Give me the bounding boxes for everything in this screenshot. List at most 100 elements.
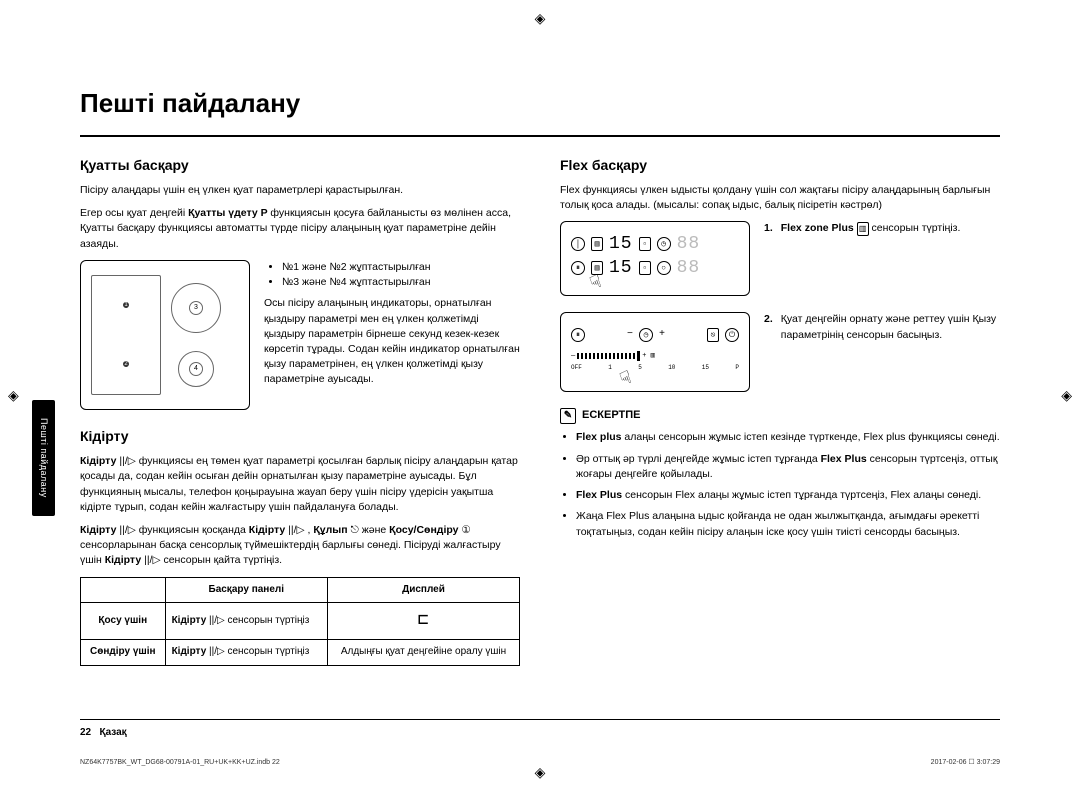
zone-icon: ▫	[639, 261, 651, 275]
row-off-panel: Кідірту ||/▷ сенсорын түртіңіз	[165, 640, 327, 666]
step-num: 2.	[764, 312, 773, 342]
pause-icon: ||/▷	[209, 646, 225, 657]
slider-labels: OFF 1 5 10 15 P	[571, 364, 739, 373]
row-on-panel: Кідірту ||/▷ сенсорын түртіңіз	[165, 603, 327, 640]
row-on-display: ⊏	[327, 603, 519, 640]
t: Кідірту	[172, 615, 209, 626]
flex-step-2-row: ⏸ − ◷ + ⎋ ⏻ — + ▥ OFF 1 5	[560, 312, 1000, 392]
flex-step-1-row: │ ▥ 15 ▫ ◷ 88 ⏸ ▥ 15 ▫ ○ 88 ☟	[560, 221, 1000, 296]
zone-3-marker: 3	[189, 301, 203, 315]
flex-icon: ▥	[591, 237, 603, 251]
t: Flex Plus	[576, 489, 622, 501]
t: Flex zone Plus	[781, 222, 857, 234]
pause-icon: ||/▷	[209, 615, 225, 626]
t: Егер осы қуат деңгейі	[80, 207, 188, 219]
th-panel: Басқару панелі	[165, 577, 327, 603]
t: сенсорын түртіңіз	[228, 615, 310, 626]
pair-desc: Осы пісіру алаңының индикаторы, орнатылғ…	[264, 296, 520, 387]
seg-display: 15	[609, 231, 633, 257]
step-text: Қуат деңгейін орнату және реттеу үшін Қы…	[781, 312, 1000, 342]
seg-ghost: 88	[677, 255, 701, 281]
t: функциясын қосқанда	[139, 524, 249, 536]
step-1-text: 1. Flex zone Plus ▥ сенсорын түртіңіз.	[764, 221, 1000, 296]
zones-figure-row: 1 2 3 4 №1 және №2 жұптастырылған №3 жән…	[80, 260, 520, 410]
page-lang: Қазақ	[99, 727, 126, 738]
t: Құлып	[313, 524, 350, 536]
plus-icon: +	[659, 328, 665, 343]
step-num: 1.	[764, 221, 773, 236]
note-item: Әр оттық әр түрлі деңгейде жұмыс істеп т…	[576, 452, 1000, 482]
lbl: OFF	[571, 364, 582, 373]
seg-display: 15	[609, 255, 633, 281]
pause-icon: ||/▷	[119, 455, 135, 467]
seg-ghost: 88	[677, 231, 701, 257]
power-icon: ①	[461, 524, 470, 536]
crop-mark-top: ◈	[535, 8, 546, 28]
page-number: 22	[80, 727, 91, 738]
zone-4-marker: 4	[189, 362, 203, 376]
flex-heading: Flex басқару	[560, 155, 1000, 175]
t: Кідірту	[105, 554, 144, 566]
lbl: 5	[638, 364, 642, 373]
row-off-display: Алдыңғы қуат деңгейіне оралу үшін	[327, 640, 519, 666]
pause-heading: Кідірту	[80, 426, 520, 446]
t: Кідірту	[172, 646, 209, 657]
round-zones: 3 4	[171, 283, 221, 387]
display-symbol: ⊏	[418, 611, 430, 631]
t: Flex Plus	[821, 453, 867, 465]
zone-2-marker: 2	[123, 361, 129, 367]
zone-4-circle: 4	[178, 351, 214, 387]
pause-icon: ⏸	[571, 261, 585, 275]
minus-icon: −	[627, 328, 633, 343]
power-icon: ⏻	[725, 328, 739, 342]
title-rule	[80, 135, 1000, 137]
zone-1-marker: 1	[123, 302, 129, 308]
note-icon: ✎	[560, 408, 576, 424]
lbl: 1	[608, 364, 612, 373]
side-tab: Пешті пайдалану	[32, 400, 55, 516]
power-icon: │	[571, 237, 585, 251]
pause-icon: ⏸	[571, 328, 585, 342]
row-on-label: Қосу үшін	[81, 603, 166, 640]
note-label: ЕСКЕРТПЕ	[582, 408, 641, 424]
power-slider: — + ▥	[571, 351, 739, 361]
timer-icon: ○	[657, 261, 671, 275]
content-columns: Қуатты басқару Пісіру алаңдары үшін ең ү…	[80, 155, 1000, 666]
boost-symbol: P	[261, 207, 271, 219]
power-text-2: Егер осы қуат деңгейі Қуатты үдету P фун…	[80, 206, 520, 252]
control-panel-1: │ ▥ 15 ▫ ◷ 88 ⏸ ▥ 15 ▫ ○ 88 ☟	[560, 221, 750, 296]
imprint-file: NZ64K7757BK_WT_DG68-00791A-01_RU+UK+KK+U…	[80, 758, 280, 768]
t: Кідірту	[80, 524, 119, 536]
power-text-1: Пісіру алаңдары үшін ең үлкен қуат парам…	[80, 183, 520, 198]
page-title: Пешті пайдалану	[80, 85, 1000, 123]
t: Flex plus	[576, 431, 622, 443]
pair-b: №3 және №4 жұптастырылған	[282, 275, 520, 290]
lock-icon: ⎋	[707, 328, 719, 342]
pause-table: Басқару панелі Дисплей Қосу үшін Кідірту…	[80, 577, 520, 666]
flex-zone-rect: 1 2	[91, 275, 161, 395]
right-column: Flex басқару Flex функциясы үлкен ыдысты…	[560, 155, 1000, 666]
zone-3-circle: 3	[171, 283, 221, 333]
page-footer: 22 Қазақ	[80, 719, 1000, 741]
left-column: Қуатты басқару Пісіру алаңдары үшін ең ү…	[80, 155, 520, 666]
crop-mark-right: ◈	[1061, 385, 1072, 405]
notes-list: Flex plus алаңы сенсорын жұмыс істеп кез…	[560, 430, 1000, 539]
t: Қуатты үдету	[188, 207, 258, 219]
pair-a: №1 және №2 жұптастырылған	[282, 260, 520, 275]
power-heading: Қуатты басқару	[80, 155, 520, 175]
pause-text-2: Кідірту ||/▷ функциясын қосқанда Кідірту…	[80, 523, 520, 569]
imprint: NZ64K7757BK_WT_DG68-00791A-01_RU+UK+KK+U…	[80, 758, 1000, 768]
timer-icon: ◷	[657, 237, 671, 251]
zones-caption: №1 және №2 жұптастырылған №3 және №4 жұп…	[264, 260, 520, 410]
imprint-date: 2017-02-06 ☐ 3:07:29	[931, 758, 1000, 768]
flex-plus-icon: ▥	[857, 222, 869, 236]
zones-figure: 1 2 3 4	[80, 260, 250, 410]
row-off-label: Сөндіру үшін	[81, 640, 166, 666]
lbl: 10	[668, 364, 675, 373]
t: және	[362, 524, 389, 536]
pause-icon: ||/▷	[144, 554, 160, 566]
note-item: Flex plus алаңы сенсорын жұмыс істеп кез…	[576, 430, 1000, 445]
flex-intro: Flex функциясы үлкен ыдысты қолдану үшін…	[560, 183, 1000, 213]
note-item: Жаңа Flex Plus алаңына ыдыс қойғанда не …	[576, 509, 1000, 539]
t: сенсорын түртіңіз.	[872, 222, 961, 234]
